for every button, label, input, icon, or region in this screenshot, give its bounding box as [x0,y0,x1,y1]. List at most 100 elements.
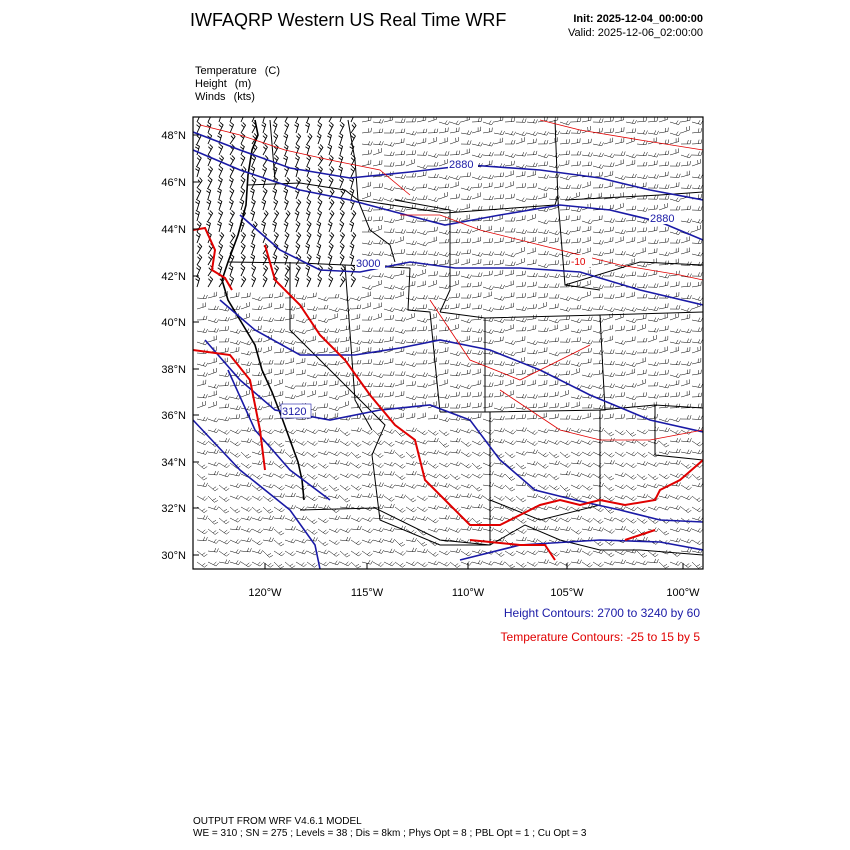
wind-barb [207,484,219,492]
wind-barb [240,389,250,398]
wind-barb [680,170,691,178]
wind-barb [625,451,637,457]
height-legend: Height Contours: 2700 to 3240 by 60 [503,606,700,620]
wind-barb [669,137,679,145]
wind-barb [284,538,297,544]
wind-barb [394,550,406,556]
wind-barb [647,394,659,399]
wind-barb [691,473,703,481]
wind-barb [526,361,538,366]
wind-barb [339,461,352,466]
wind-barb [405,412,416,420]
wind-barb [317,165,323,178]
wind-barb [438,561,450,567]
wind-barb [306,220,312,233]
wind-barb [548,273,560,278]
wind-barb [405,537,417,543]
wind-barb [526,213,536,222]
wind-barb [207,495,219,503]
wind-barb [515,183,526,189]
wind-barb [658,561,670,569]
wind-barb [416,128,428,134]
wind-barb [669,505,681,510]
wind-barb [361,274,374,280]
wind-barb [394,451,406,459]
wind-barb [317,462,329,469]
wind-barb [350,340,362,345]
wind-barb [537,473,549,478]
wind-barb [361,207,373,212]
wind-barb [680,379,690,387]
wind-barb [295,176,302,189]
wind-barb [438,515,450,520]
wind-barb [537,192,548,200]
wind-barb [592,539,604,547]
wind-barb [504,440,516,446]
wind-barb [207,176,213,189]
wind-barb [317,403,328,409]
wind-barb [339,242,345,255]
wind-barb [361,285,374,290]
wind-barb [493,328,505,334]
wind-barb [614,451,626,457]
wind-barb [196,561,208,568]
wind-barb [295,232,302,244]
wind-barb [416,439,428,445]
wind-barb [207,470,219,476]
wind-barb [647,517,659,524]
wind-barb [493,130,505,135]
wind-barb [570,215,581,222]
wind-barb [427,185,439,191]
wind-barb [515,380,526,387]
lon-label: 115°W [351,587,384,599]
wind-barb [339,276,346,288]
wind-barb [647,328,659,333]
wind-barb [207,428,220,433]
wind-barb [339,451,351,457]
wind-barb [361,240,373,245]
wind-barb [372,295,384,300]
wind-barb [526,561,538,567]
wind-barb [658,313,668,321]
wind-barb [471,281,482,288]
wind-barb [636,174,648,180]
wind-barb [625,318,638,323]
wind-barb [570,191,580,200]
wind-barb [196,462,208,470]
wind-barb [350,393,362,398]
wind-barb [306,561,318,568]
wind-barb [284,340,296,345]
wind-barb [680,328,692,334]
wind-barb [218,462,230,469]
wind-barb [570,237,581,244]
wind-barb [603,460,615,465]
wind-barb [394,371,406,376]
wind-barb [350,525,362,531]
wind-barb [636,506,648,513]
wind-barb [416,506,428,513]
wind-barb [504,269,515,277]
wind-barb [460,349,472,354]
wind-barb [504,451,516,459]
wind-barb [427,251,439,256]
wind-barb [349,220,355,233]
wind-barb [295,369,306,376]
wind-barb [504,280,514,288]
wind-barb [372,527,385,532]
wind-barb [295,242,301,255]
field-winds: Winds (kts) [195,91,255,103]
wind-barb [349,242,355,255]
wind-barb [581,517,593,523]
wind-barb [494,151,505,156]
wind-barb [405,451,417,459]
wind-barb [361,127,372,134]
wind-barb [581,561,593,568]
wind-barb [207,254,214,266]
wind-barb [625,271,637,277]
wind-barb [438,417,450,422]
wind-barb [273,484,285,491]
wind-barb [196,379,207,387]
wind-barb [328,293,340,299]
wind-barb [251,495,263,501]
wind-barb [471,462,483,470]
